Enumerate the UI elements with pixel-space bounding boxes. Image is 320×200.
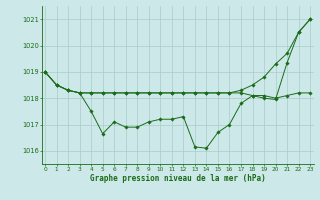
- X-axis label: Graphe pression niveau de la mer (hPa): Graphe pression niveau de la mer (hPa): [90, 174, 266, 183]
